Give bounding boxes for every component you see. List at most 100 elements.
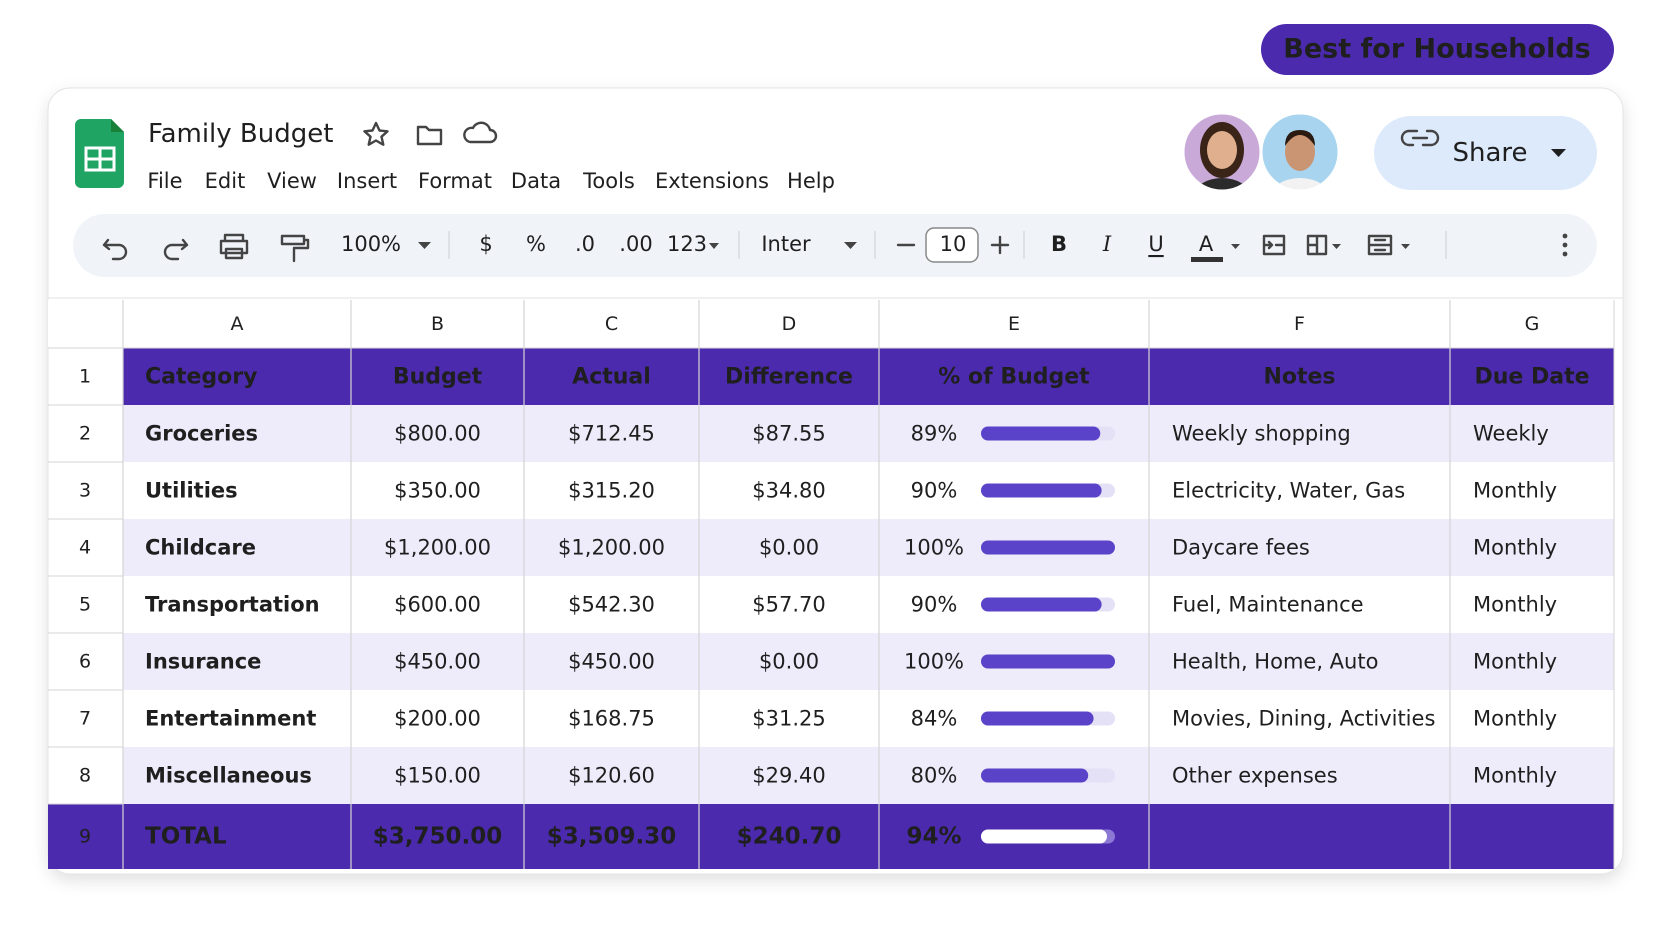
cell: Monthly — [1473, 479, 1557, 503]
header-cell: Notes — [1263, 365, 1335, 390]
toolbar-zoom[interactable]: 100% — [341, 232, 401, 256]
menu-item[interactable]: Help — [787, 169, 835, 193]
progress-bar — [981, 768, 1089, 783]
row — [123, 747, 1614, 804]
header-cell: Category — [145, 365, 257, 390]
cell: Monthly — [1473, 650, 1557, 674]
progress-bar — [981, 711, 1094, 726]
row-number: 6 — [79, 651, 91, 673]
cell: Electricity, Water, Gas — [1172, 479, 1405, 503]
cell: Weekly shopping — [1172, 422, 1351, 446]
cell: Movies, Dining, Activities — [1172, 707, 1435, 731]
percent-cell: 84% — [911, 707, 958, 731]
cell: $168.75 — [568, 707, 655, 731]
cell: $800.00 — [394, 422, 481, 446]
cell: $240.70 — [737, 824, 842, 850]
row-number: 9 — [79, 826, 91, 848]
cell: $1,200.00 — [558, 536, 665, 560]
toolbar-font[interactable]: Inter — [761, 232, 811, 256]
cell: Health, Home, Auto — [1172, 650, 1378, 674]
share-button[interactable] — [1374, 116, 1597, 190]
menu-item[interactable]: Extensions — [655, 169, 769, 193]
cell: Daycare fees — [1172, 536, 1310, 560]
menu-item[interactable]: View — [267, 169, 317, 193]
toolbar-currency[interactable]: $ — [479, 232, 492, 256]
toolbar-increase-decimals[interactable]: .00 — [619, 232, 652, 256]
category-cell: Transportation — [145, 593, 320, 617]
toolbar-number-format[interactable]: 123 — [667, 232, 707, 256]
cell: $29.40 — [752, 764, 825, 788]
row-number: 3 — [79, 480, 91, 502]
menu-item[interactable]: Tools — [582, 169, 635, 193]
menu-item[interactable]: Data — [511, 169, 561, 193]
progress-bar — [981, 483, 1102, 498]
menu-item[interactable]: File — [147, 169, 182, 193]
cell: $3,509.30 — [547, 824, 677, 850]
column-header-bar — [48, 300, 1614, 348]
title-icons[interactable] — [363, 121, 498, 146]
header-cell: Due Date — [1474, 365, 1589, 390]
column-letter: F — [1294, 313, 1305, 335]
cell: Fuel, Maintenance — [1172, 593, 1364, 617]
header-cell: Actual — [572, 365, 651, 390]
share-label[interactable]: Share — [1452, 138, 1527, 168]
toolbar-icons[interactable] — [102, 227, 1568, 263]
header-cell: % of Budget — [938, 365, 1090, 390]
cell: $542.30 — [568, 593, 655, 617]
toolbar-italic[interactable]: I — [1102, 232, 1112, 256]
category-cell: Insurance — [145, 650, 261, 674]
category-cell: Utilities — [145, 479, 238, 503]
cell: $200.00 — [394, 707, 481, 731]
cell: $315.20 — [568, 479, 655, 503]
progress-bar — [981, 829, 1107, 844]
cell: Monthly — [1473, 764, 1557, 788]
toolbar-text-color[interactable]: A — [1199, 232, 1214, 256]
cell: $450.00 — [394, 650, 481, 674]
row-number: 7 — [79, 708, 91, 730]
row-number: 2 — [79, 423, 91, 445]
row — [123, 576, 1614, 633]
column-letter: A — [231, 313, 244, 335]
menu-item[interactable]: Edit — [205, 169, 246, 193]
category-cell: Miscellaneous — [145, 764, 312, 788]
cell: $600.00 — [394, 593, 481, 617]
cell: $350.00 — [394, 479, 481, 503]
row — [123, 462, 1614, 519]
percent-cell: 100% — [904, 536, 964, 560]
cell: $450.00 — [568, 650, 655, 674]
toolbar-decrease-decimals[interactable]: .0 — [575, 232, 595, 256]
cell: $120.60 — [568, 764, 655, 788]
cell: $34.80 — [752, 479, 825, 503]
row — [123, 633, 1614, 690]
column-letter: C — [605, 313, 618, 335]
progress-bar — [981, 540, 1115, 555]
cell: $150.00 — [394, 764, 481, 788]
row-number: 1 — [79, 366, 91, 388]
toolbar-underline[interactable]: U — [1148, 232, 1163, 256]
cell: $712.45 — [568, 422, 655, 446]
cell: Weekly — [1473, 422, 1549, 446]
toolbar-percent[interactable]: % — [526, 232, 546, 256]
header-row — [123, 348, 1614, 405]
percent-cell: 89% — [911, 422, 958, 446]
badge — [1261, 24, 1614, 75]
share-caret[interactable] — [1551, 149, 1566, 157]
column-letter: G — [1525, 313, 1540, 335]
menu-item[interactable]: Insert — [337, 169, 397, 193]
percent-cell: 90% — [911, 593, 958, 617]
cell: Other expenses — [1172, 764, 1338, 788]
cell: Monthly — [1473, 536, 1557, 560]
menu-item[interactable]: Format — [418, 169, 492, 193]
percent-cell: 100% — [904, 650, 964, 674]
toolbar-font-size[interactable]: 10 — [940, 232, 967, 256]
sheets-logo — [75, 119, 124, 188]
total-row — [48, 804, 1614, 869]
header-cell: Budget — [393, 365, 483, 390]
cell: Monthly — [1473, 707, 1557, 731]
progress-bar — [981, 654, 1115, 669]
column-letter: E — [1008, 313, 1020, 335]
cell: $57.70 — [752, 593, 825, 617]
percent-cell: 90% — [911, 479, 958, 503]
toolbar-bold[interactable]: B — [1051, 232, 1067, 256]
cell: $0.00 — [759, 650, 819, 674]
